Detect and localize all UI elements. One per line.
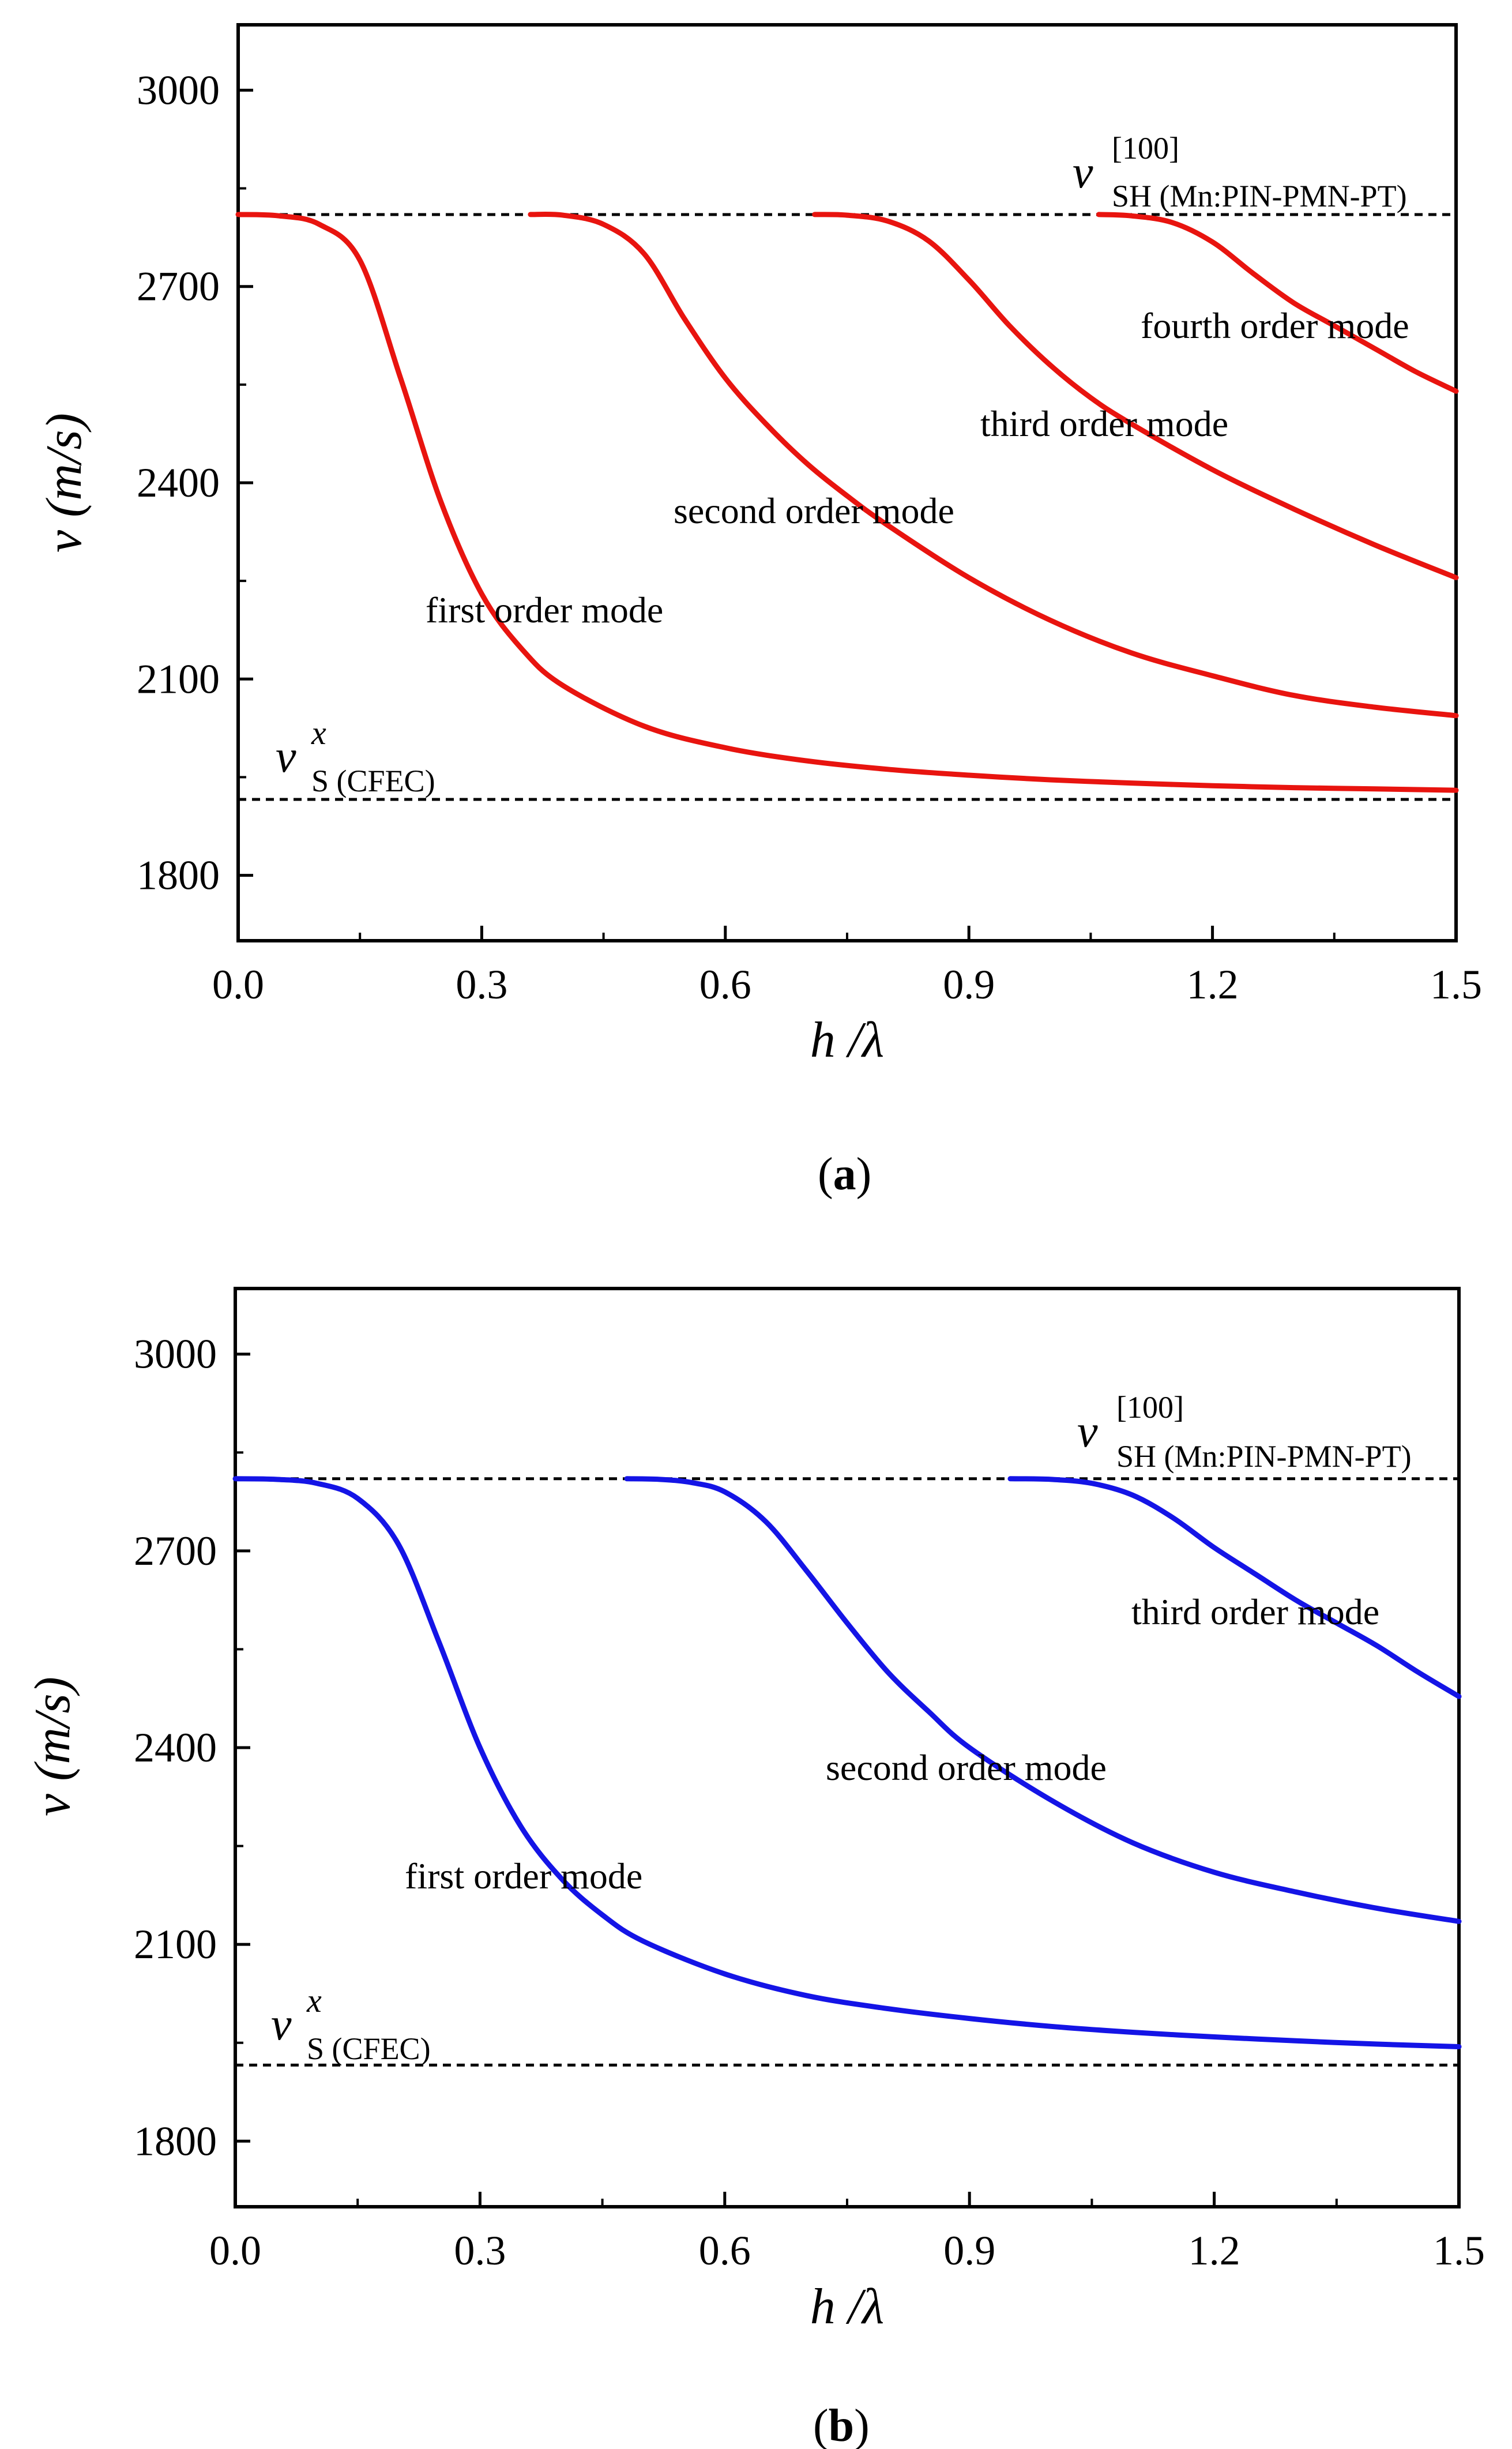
y-tick-label-b-4: 3000: [134, 1331, 217, 1377]
ref-label-s-b: v x S (CFEC): [271, 1982, 431, 2066]
ref-s-sup-b: x: [306, 1982, 322, 2019]
series-line-a-2: [528, 211, 1459, 719]
y-tick-label-b-0: 1800: [134, 2118, 217, 2164]
y-tick-label-a-2: 2400: [137, 460, 220, 506]
x-tick-label-a-2: 0.6: [699, 961, 751, 1008]
ref-s-main-b: v: [271, 1999, 292, 2050]
x-tick-label-b-2: 0.6: [699, 2228, 751, 2274]
ref-s-sup-a: x: [311, 714, 326, 752]
x-tick-label-a-5: 1.5: [1430, 961, 1482, 1008]
y-tick-label-a-4: 3000: [137, 67, 220, 113]
y-tick-label-a-3: 2700: [137, 264, 220, 310]
panel-b: 0.0 0.3 0.6 0.9 1.2 1.5 1800 2100 2400 2700 3000 h…: [25, 1287, 1485, 2449]
panel-caption-b: (b): [813, 2401, 870, 2449]
ref-label-sh-b: v [100] SH (Mn:PIN-PMN-PT): [1077, 1390, 1412, 1474]
mode-label-a-1: first order mode: [426, 589, 663, 630]
y-tick-label-a-1: 2100: [137, 656, 220, 702]
x-tick-label-a-0: 0.0: [212, 961, 264, 1008]
series-line-b-3: [1007, 1476, 1462, 1699]
plot-frame-a: [236, 23, 1458, 942]
x-tick-label-b-0: 0.0: [209, 2228, 261, 2274]
mode-label-b-3: third order mode: [1131, 1591, 1379, 1632]
ref-s-sub-a: S (CFEC): [311, 764, 435, 798]
ref-s-sub-b: S (CFEC): [307, 2031, 431, 2066]
ref-label-s-a: v x S (CFEC): [276, 714, 435, 798]
mode-label-b-2: second order mode: [826, 1747, 1107, 1788]
mode-label-b-1: first order mode: [405, 1855, 642, 1896]
ref-sh-sup-a: [100]: [1112, 131, 1179, 166]
y-tick-label-b-3: 2700: [134, 1528, 217, 1574]
x-tick-label-b-3: 0.9: [943, 2228, 995, 2274]
ref-sh-main-a: v: [1073, 147, 1093, 198]
y-tick-label-b-2: 2400: [134, 1725, 217, 1771]
series-line-b-1: [232, 1476, 1462, 2049]
x-axis-title-a: h /λ: [810, 1012, 885, 1068]
x-tick-label-b-5: 1.5: [1433, 2228, 1485, 2274]
mode-label-a-4: fourth order mode: [1141, 305, 1409, 346]
y-axis-title-b: v (m/s): [25, 1677, 81, 1816]
ref-s-main-a: v: [276, 731, 296, 782]
ref-sh-main-b: v: [1077, 1406, 1098, 1457]
x-tick-label-a-3: 0.9: [943, 961, 995, 1008]
series-line-a-4: [1096, 212, 1459, 394]
series-line-a-1: [235, 212, 1459, 793]
mode-label-a-3: third order mode: [980, 403, 1228, 444]
ref-sh-sup-b: [100]: [1116, 1390, 1184, 1425]
y-tick-label-a-0: 1800: [137, 852, 220, 899]
x-tick-label-b-4: 1.2: [1188, 2228, 1240, 2274]
ref-sh-sub-a: SH (Mn:PIN-PMN-PT): [1112, 179, 1407, 213]
y-tick-label-b-1: 2100: [134, 1921, 217, 1967]
y-axis-title-a: v (m/s): [36, 413, 92, 553]
x-tick-label-a-4: 1.2: [1187, 961, 1239, 1008]
ref-sh-sub-b: SH (Mn:PIN-PMN-PT): [1116, 1439, 1412, 1474]
x-tick-label-a-1: 0.3: [456, 961, 507, 1008]
mode-label-a-2: second order mode: [674, 490, 954, 531]
panel-a: 0.0 0.3 0.6 0.9 1.2 1.5 1800 2100 2400 2700 3000 h…: [36, 23, 1482, 1200]
x-tick-label-b-1: 0.3: [454, 2228, 506, 2274]
panel-caption-a: (a): [818, 1149, 871, 1200]
panel-caption-b-letter: b: [829, 2401, 855, 2449]
series-line-a-3: [812, 212, 1459, 580]
series-line-b-2: [624, 1476, 1462, 1924]
x-axis-title-b: h /λ: [810, 2279, 885, 2335]
ref-label-sh-a: v [100] SH (Mn:PIN-PMN-PT): [1073, 131, 1407, 213]
panel-caption-a-letter: a: [833, 1149, 856, 1200]
